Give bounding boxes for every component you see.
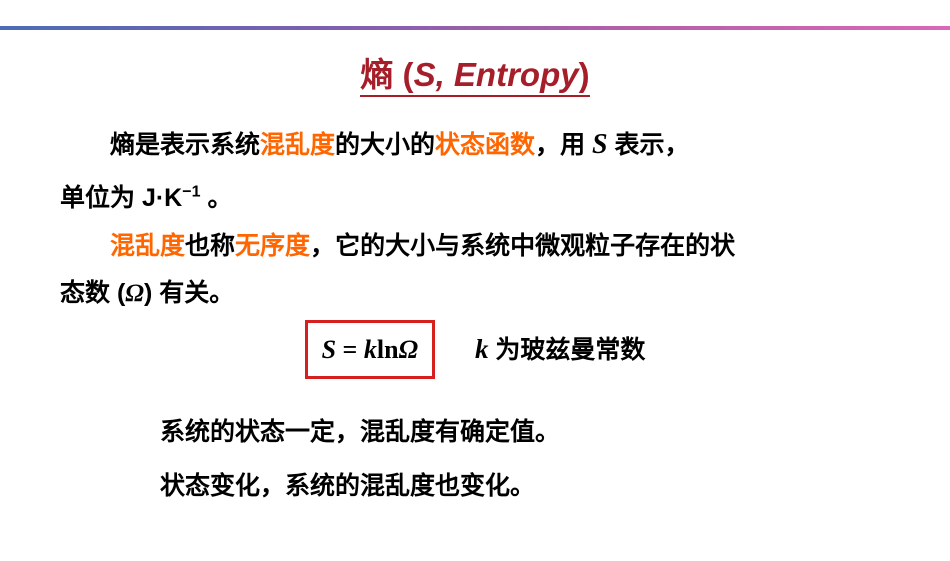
p2-indent [60,232,110,260]
formula-ln: ln [377,335,399,364]
p2b-t1: 态数 ( [60,279,125,307]
formula-k: k [364,335,377,364]
paragraph-2: 混乱度也称无序度，它的大小与系统中微观粒子存在的状 [60,223,890,271]
formula-eq: = [336,335,364,364]
formula-box: S = klnΩ [305,320,435,379]
p1b-unit: J·K [142,184,182,212]
label-t: 为玻兹曼常数 [488,336,645,364]
p1-h2: 状态函数 [435,131,535,159]
p1-t2: 的大小的 [335,131,435,159]
label-k: k [475,334,489,364]
title-close-paren: ) [579,56,590,93]
p1b-t1: 单位为 [60,184,142,212]
p2b-t2: ) 有关。 [144,279,234,307]
formula-s: S [322,335,336,364]
p1-s: S [592,129,608,160]
paragraph-1b: 单位为 J·K−1 。 [60,175,890,223]
p2-t1: 也称 [185,232,235,260]
p2b-omega: Ω [125,280,144,307]
title-char: 熵 [360,56,393,93]
p1-t3: ，用 [535,131,592,159]
title-open-paren: ( [393,56,413,93]
p2-h1: 混乱度 [110,232,185,260]
formula-label: k 为玻兹曼常数 [475,324,645,375]
slide-title: 熵 (S, Entropy) [0,48,950,96]
p1-t4: 表示， [608,131,690,159]
p1b-t2: 。 [201,184,233,212]
gradient-top-border [0,26,950,30]
formula-omega: Ω [399,335,418,364]
p1-t1: 熵是表示系统 [110,131,260,159]
content-area: 熵是表示系统混乱度的大小的状态函数，用 S 表示， 单位为 J·K−1 。 混乱… [0,118,950,510]
p1b-super: −1 [182,184,200,201]
formula-row: S = klnΩ k 为玻兹曼常数 [60,320,890,379]
paragraph-3: 系统的状态一定，混乱度有确定值。 [60,409,890,457]
p2-h2: 无序度 [235,232,310,260]
p2-t2: ，它的大小与系统中微观粒子存在的状 [310,232,735,260]
title-entropy: , Entropy [436,56,579,93]
paragraph-4: 状态变化，系统的混乱度也变化。 [60,463,890,511]
paragraph-1: 熵是表示系统混乱度的大小的状态函数，用 S 表示， [60,118,890,171]
paragraph-2b: 态数 (Ω) 有关。 [60,270,890,318]
p1-h1: 混乱度 [260,131,335,159]
title-s: S [414,56,436,93]
